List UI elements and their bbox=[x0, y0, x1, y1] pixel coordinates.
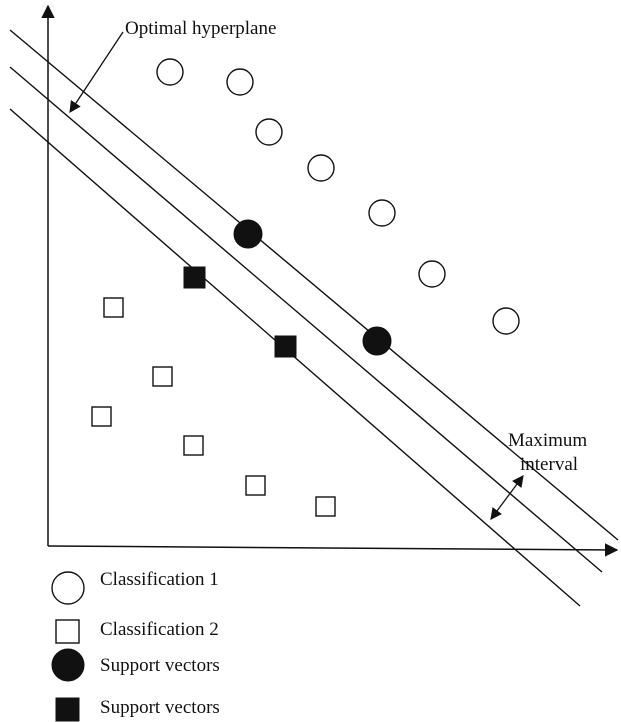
class2-point bbox=[91, 406, 112, 427]
margin-label-line2: interval bbox=[520, 454, 578, 475]
legend-label-classification-2: Classification 2 bbox=[100, 619, 219, 640]
hyperplane-pointer-arrow bbox=[69, 31, 124, 113]
support-vector-circle bbox=[233, 219, 263, 249]
margin-double-arrow bbox=[490, 475, 524, 520]
classification-1-points bbox=[156, 58, 520, 335]
x-axis bbox=[47, 543, 619, 557]
class2-point bbox=[315, 496, 336, 517]
class2-point bbox=[245, 475, 266, 496]
legend-open-circle-icon bbox=[51, 571, 85, 605]
class1-point bbox=[418, 260, 446, 288]
support-vector-square bbox=[274, 335, 297, 358]
class1-point bbox=[255, 118, 283, 146]
margin-label-line1: Maximum bbox=[508, 430, 587, 451]
classification-2-points bbox=[91, 297, 336, 517]
legend-label-support-vectors-circle: Support vectors bbox=[100, 655, 220, 676]
legend-filled-square-icon bbox=[55, 697, 80, 722]
class2-point bbox=[183, 435, 204, 456]
legend-label-support-vectors-square: Support vectors bbox=[100, 697, 220, 718]
legend-filled-circle-icon bbox=[51, 648, 85, 682]
class1-point bbox=[492, 307, 520, 335]
support-vector-square bbox=[183, 266, 206, 289]
legend-label-classification-1: Classification 1 bbox=[100, 569, 219, 590]
support-vector-circles bbox=[233, 219, 392, 356]
class2-point bbox=[152, 366, 173, 387]
legend: Classification 1 Classification 2 Suppor… bbox=[51, 569, 220, 722]
upper-margin-line bbox=[9, 29, 619, 541]
class1-point bbox=[226, 68, 254, 96]
class1-point bbox=[368, 199, 396, 227]
legend-open-square-icon bbox=[55, 619, 80, 644]
class2-point bbox=[103, 297, 124, 318]
class1-point bbox=[307, 154, 335, 182]
hyperplane-label: Optimal hyperplane bbox=[125, 18, 276, 39]
support-vector-circle bbox=[362, 326, 392, 356]
class1-point bbox=[156, 58, 184, 86]
support-vector-squares bbox=[183, 266, 297, 358]
